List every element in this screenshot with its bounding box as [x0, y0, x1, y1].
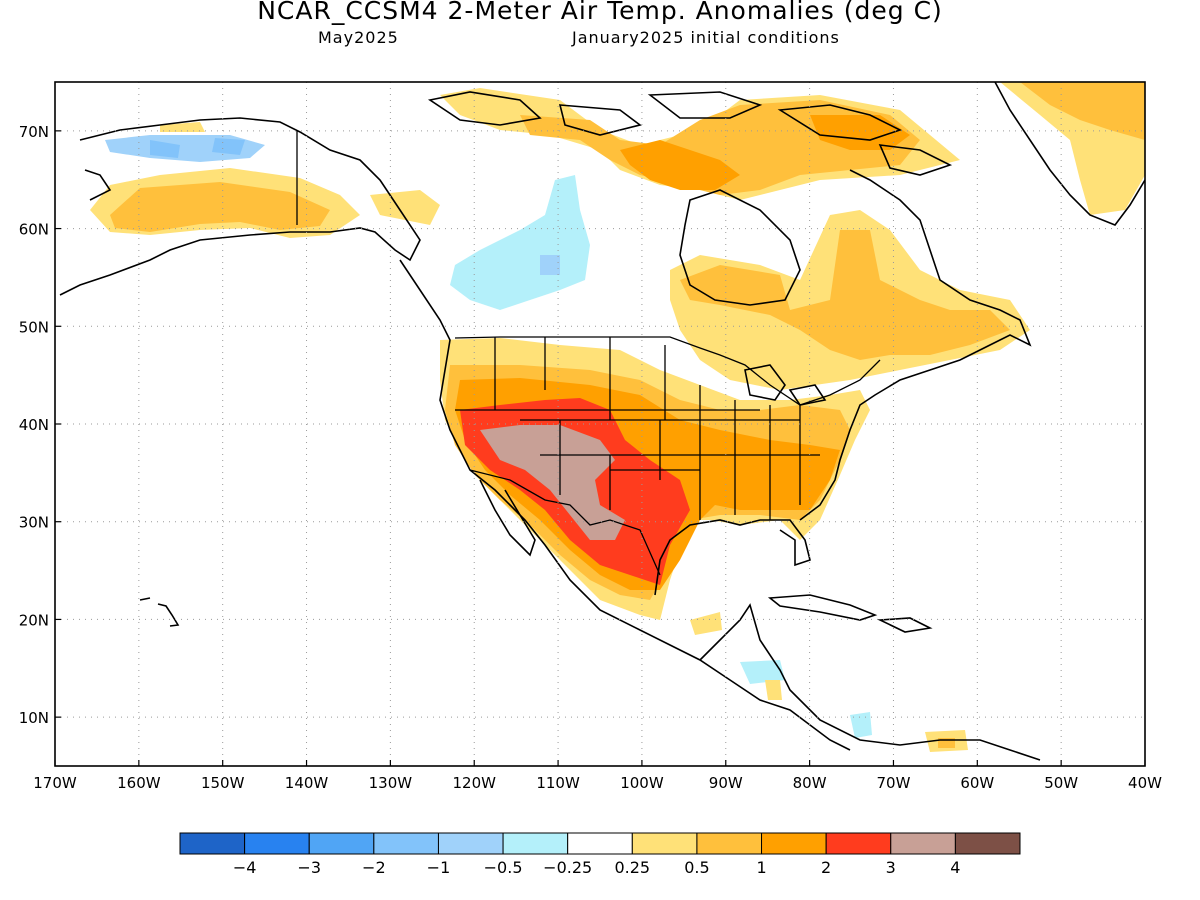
colorbar-swatch	[631, 832, 698, 855]
lon-tick-label: 40W	[1128, 774, 1162, 792]
colorbar-swatch	[761, 832, 827, 855]
lon-tick-label: 80W	[793, 774, 827, 792]
map-title: NCAR_CCSM4 2-Meter Air Temp. Anomalies (…	[257, 0, 943, 25]
lon-tick-label: 150W	[201, 774, 245, 792]
colorbar-swatch	[954, 832, 1021, 855]
central-america	[699, 603, 1041, 761]
colorbar-label: −0.25	[543, 858, 592, 877]
lat-tick-label: 60N	[19, 221, 49, 239]
hudson-bay	[679, 189, 801, 306]
longitude-axis: 170W 160W 150W 140W 130W 120W 110W 100W 90W 80W 70…	[33, 760, 1162, 792]
colorbar: −4 −3 −2 −1 −0.5 −0.25 0.25 0.5 1 2 3 4	[179, 832, 1021, 877]
boundaries	[296, 130, 881, 576]
greenland-coast	[994, 82, 1145, 226]
colorbar-swatch	[373, 832, 439, 855]
map-area	[55, 82, 1145, 766]
hawaii	[139, 597, 180, 627]
colorbar-label: 1	[756, 858, 766, 877]
anomaly-shading	[90, 82, 1145, 752]
lon-tick-label: 70W	[877, 774, 911, 792]
colorbar-label: −0.5	[484, 858, 523, 877]
colorbar-label: 0.25	[614, 858, 650, 877]
alaska-warmer	[110, 182, 330, 232]
us-mexico-border	[469, 469, 661, 576]
lon-tick-label: 110W	[536, 774, 580, 792]
latitude-axis: 10N 20N 30N 40N 50N 60N 70N	[19, 123, 61, 727]
colorbar-swatch	[696, 832, 763, 855]
colorbar-swatch	[502, 832, 569, 855]
lon-tick-label: 160W	[117, 774, 161, 792]
east-coast	[799, 169, 1032, 521]
hispaniola	[876, 617, 933, 633]
gulf-coast	[654, 519, 811, 596]
state-lines	[455, 337, 820, 520]
colorbar-swatch	[308, 832, 375, 855]
colorbar-label: 2	[821, 858, 831, 877]
colorbar-swatch	[437, 832, 504, 855]
lat-tick-label: 10N	[19, 709, 49, 727]
lat-tick-label: 20N	[19, 611, 49, 629]
colorbar-label: −3	[297, 858, 321, 877]
colorbar-label: −2	[362, 858, 386, 877]
colorbar-label: 3	[886, 858, 896, 877]
colorbar-label: 4	[950, 858, 960, 877]
west-coast	[399, 259, 851, 751]
colorbar-label: 0.5	[684, 858, 709, 877]
colorbar-swatch	[244, 832, 310, 855]
great-lakes	[744, 364, 827, 406]
colorbar-label: −4	[233, 858, 257, 877]
us-canada-border	[454, 336, 881, 406]
initial-conditions: January2025 initial conditions	[572, 28, 840, 47]
lon-tick-label: 170W	[33, 774, 77, 792]
sw-hottest	[480, 425, 625, 540]
graticule	[55, 82, 1145, 766]
colorbar-swatch	[567, 832, 633, 855]
arctic-islands	[427, 91, 953, 176]
colorbar-swatch	[179, 832, 246, 855]
coastlines	[59, 82, 1145, 761]
colorbar-swatch	[825, 832, 892, 855]
alaska-cooler	[150, 138, 245, 158]
lon-tick-label: 90W	[709, 774, 743, 792]
lon-tick-label: 60W	[960, 774, 994, 792]
lat-tick-label: 30N	[19, 514, 49, 532]
lat-tick-label: 70N	[19, 123, 49, 141]
lon-tick-label: 140W	[285, 774, 329, 792]
baja	[479, 479, 536, 557]
cuba	[767, 594, 878, 621]
alaska-coast	[59, 117, 421, 296]
lat-tick-label: 40N	[19, 416, 49, 434]
lon-tick-label: 120W	[452, 774, 496, 792]
valid-month: May2025	[318, 28, 399, 47]
greenland-warmer	[1020, 82, 1145, 140]
lat-tick-label: 50N	[19, 318, 49, 336]
colorbar-label: −1	[427, 858, 451, 877]
canada-cool	[450, 175, 590, 310]
eastcanada-warmer	[680, 230, 1010, 360]
lon-tick-label: 130W	[369, 774, 413, 792]
lon-tick-label: 50W	[1044, 774, 1078, 792]
colorbar-swatch	[890, 832, 956, 855]
lon-tick-label: 100W	[620, 774, 664, 792]
